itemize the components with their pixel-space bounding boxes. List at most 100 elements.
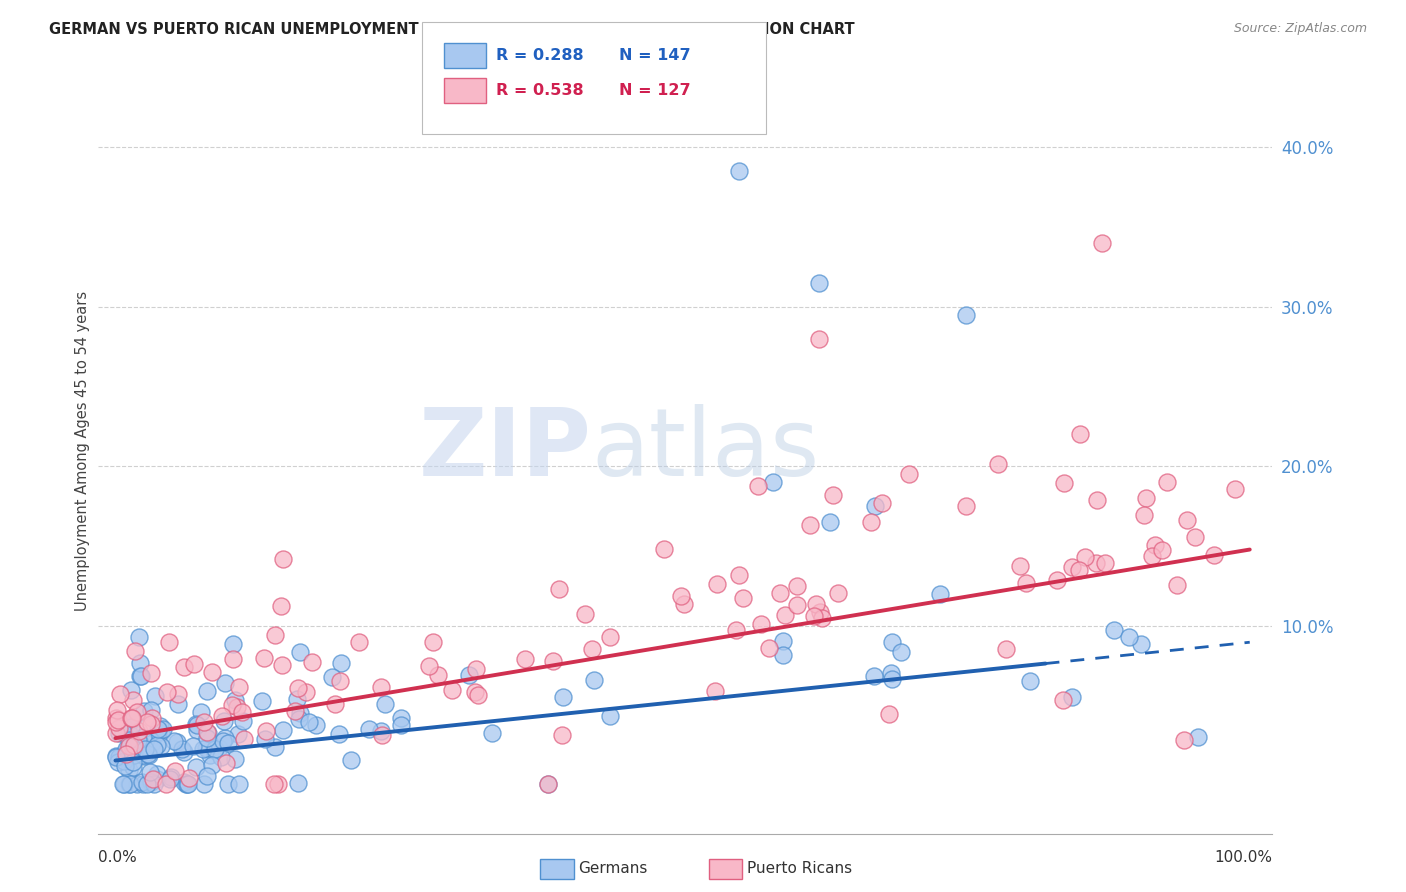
Point (186, 716, 208, 731)
Point (515, 651, 537, 665)
Point (105, 703, 128, 717)
Point (121, 711, 143, 725)
Point (115, 743, 138, 757)
Point (807, 332, 830, 346)
Point (193, 742, 215, 756)
Point (1015, 575, 1038, 590)
Point (127, 733, 149, 747)
Point (1156, 475, 1178, 489)
Point (201, 758, 224, 772)
Point (728, 568, 751, 582)
Point (124, 738, 146, 752)
Point (145, 767, 167, 781)
Point (167, 698, 190, 712)
Point (267, 777, 290, 791)
Point (149, 724, 172, 739)
Point (172, 742, 194, 756)
Point (163, 764, 186, 779)
Point (553, 690, 575, 705)
Point (124, 643, 146, 657)
Point (551, 728, 574, 742)
Point (1060, 690, 1083, 704)
Point (107, 722, 129, 736)
Point (264, 740, 287, 755)
Point (263, 628, 285, 642)
Point (198, 747, 221, 762)
Point (176, 777, 198, 791)
Point (536, 777, 558, 791)
Point (827, 586, 849, 600)
Point (747, 478, 769, 492)
Point (108, 687, 131, 701)
Point (214, 731, 236, 745)
Text: N = 127: N = 127 (619, 84, 690, 98)
Point (224, 752, 246, 766)
Text: R = 0.538: R = 0.538 (496, 84, 583, 98)
Point (1052, 692, 1074, 706)
Point (159, 772, 181, 786)
Point (166, 735, 188, 749)
Point (426, 667, 449, 681)
Point (994, 641, 1017, 656)
Point (228, 680, 250, 694)
Point (772, 648, 794, 663)
Point (1150, 543, 1173, 558)
Point (114, 759, 136, 773)
Point (166, 687, 188, 701)
Point (290, 706, 312, 721)
Point (1184, 530, 1206, 544)
Point (389, 717, 412, 731)
Point (328, 726, 350, 740)
Point (183, 657, 205, 671)
Point (112, 724, 135, 739)
Point (176, 777, 198, 791)
Point (190, 705, 212, 719)
Point (111, 777, 134, 791)
Point (129, 736, 152, 750)
Point (762, 475, 785, 490)
Point (107, 726, 129, 740)
Point (122, 747, 145, 762)
Point (574, 607, 596, 622)
Point (879, 706, 901, 721)
Point (271, 723, 294, 738)
Point (773, 607, 796, 622)
Point (418, 658, 440, 673)
Point (163, 733, 186, 747)
Point (1085, 492, 1108, 507)
Point (1094, 556, 1116, 570)
Point (195, 725, 218, 739)
Point (224, 692, 246, 706)
Point (226, 699, 249, 714)
Point (121, 760, 143, 774)
Point (128, 630, 150, 644)
Point (135, 714, 157, 729)
Point (138, 748, 160, 763)
Text: R = 0.288: R = 0.288 (496, 48, 583, 62)
Point (141, 736, 163, 750)
Text: 0.0%: 0.0% (98, 850, 138, 865)
Point (321, 670, 343, 684)
Point (370, 723, 392, 738)
Point (807, 276, 830, 290)
Point (898, 467, 921, 482)
Point (141, 717, 163, 731)
Point (772, 634, 794, 648)
Point (136, 747, 159, 761)
Point (253, 650, 276, 665)
Point (108, 750, 131, 764)
Point (107, 713, 129, 727)
Point (1166, 578, 1188, 592)
Point (195, 684, 218, 698)
Point (104, 726, 127, 740)
Point (179, 772, 201, 786)
Point (118, 726, 141, 740)
Point (104, 750, 127, 764)
Point (146, 738, 169, 752)
Point (818, 516, 841, 530)
Point (728, 163, 751, 178)
Point (305, 717, 328, 731)
Point (583, 673, 606, 687)
Point (786, 579, 808, 593)
Text: ZIP: ZIP (419, 404, 592, 497)
